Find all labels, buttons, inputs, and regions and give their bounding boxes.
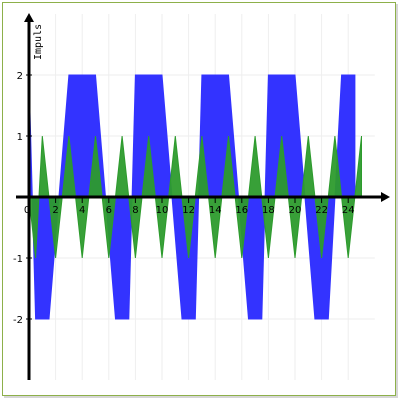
x-tick-label: 14 [209,205,222,216]
x-tick-label: 20 [289,205,302,216]
x-tick-label: 16 [235,205,248,216]
x-tick-labels: 0 2 4 6 8 10 12 14 16 18 20 22 24 [24,198,355,216]
axes [16,13,390,380]
y-tick-labels: -2 -1 1 2 [13,71,32,326]
y-tick-label: 2 [17,71,23,82]
y-axis-title: Impuls [33,24,44,60]
y-tick-label: -1 [13,254,23,265]
x-axis-arrow [381,192,390,202]
x-tick-label: 12 [182,205,195,216]
x-tick-label: 22 [315,205,328,216]
chart-frame [2,2,396,396]
x-tick-label: 0 [24,205,30,216]
x-tick-label: 4 [79,205,85,216]
y-tick-label: -2 [13,315,23,326]
x-tick-label: 6 [106,205,112,216]
x-tick-label: 2 [52,205,58,216]
x-tick-label: 24 [342,205,355,216]
x-tick-label: 10 [156,205,169,216]
x-tick-label: 18 [262,205,275,216]
y-tick-label: 1 [17,132,23,143]
y-axis-arrow [24,13,34,22]
x-tick-label: 8 [132,205,138,216]
